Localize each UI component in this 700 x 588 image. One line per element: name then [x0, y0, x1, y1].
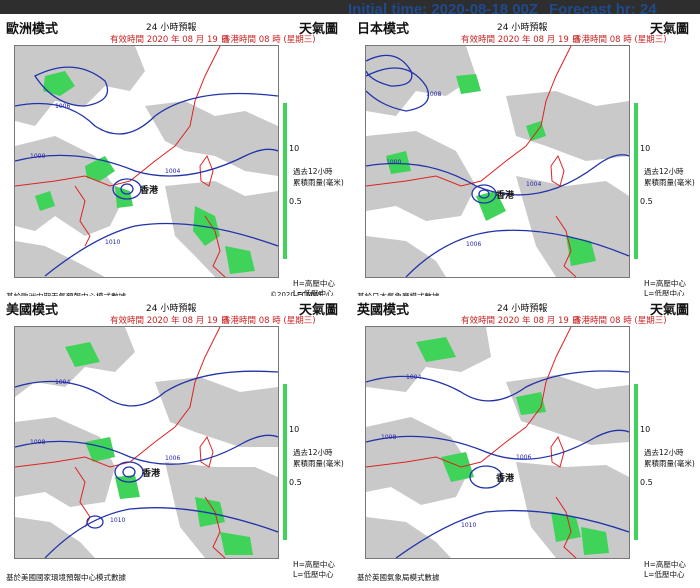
- svg-text:1010: 1010: [105, 239, 120, 246]
- source-note: 基於美國國家環境預報中心模式數據: [6, 573, 126, 582]
- valid-time: 有效時間 2020 年 08 月 19 日: [461, 316, 580, 326]
- low-legend: L=低壓中心: [644, 289, 685, 298]
- svg-text:1008: 1008: [30, 439, 45, 446]
- high-legend: H=高壓中心: [293, 560, 335, 569]
- chart-label: 天氣圖: [649, 22, 689, 37]
- model-title: 英國模式: [357, 303, 410, 318]
- forecast-label: 24 小時預報: [497, 23, 548, 33]
- chart-label: 天氣圖: [649, 303, 689, 318]
- svg-text:1008: 1008: [381, 434, 396, 441]
- valid-time: 有效時間 2020 年 08 月 19 日: [461, 35, 580, 45]
- top-dark-bar: [0, 0, 700, 14]
- rain-legend-2: 累積雨量(毫米): [293, 459, 344, 468]
- panel-ecmwf: 歐洲模式 24 小時預報 天氣圖 有效時間 2020 年 08 月 19 日 香…: [0, 15, 348, 307]
- weather-map: 香港 1000 1004 1006 1010: [14, 45, 279, 278]
- forecast-label: 24 小時預報: [497, 304, 548, 314]
- rain-legend-1: 過去12小時: [644, 167, 684, 176]
- svg-text:1004: 1004: [406, 374, 421, 381]
- svg-text:1004: 1004: [165, 168, 180, 175]
- panel-ukmo: 英國模式 24 小時預報 天氣圖 有效時間 2020 年 08 月 19 日 香…: [351, 296, 699, 588]
- hk-label: 香港: [495, 472, 515, 484]
- svg-text:1000: 1000: [30, 153, 45, 160]
- svg-text:1006: 1006: [516, 454, 531, 461]
- high-legend: H=高壓中心: [644, 279, 686, 288]
- valid-time: 有效時間 2020 年 08 月 19 日: [110, 316, 229, 326]
- svg-text:1010: 1010: [461, 522, 476, 529]
- rain-color-bar: [283, 103, 287, 259]
- initial-time-header: Initial time: 2020-08-18 00Z: [348, 1, 539, 18]
- rain-legend-2: 累積雨量(毫米): [644, 459, 695, 468]
- hk-time: 香港時間 08 時 (星期三): [573, 35, 667, 45]
- hk-label: 香港: [495, 189, 515, 201]
- rain-legend-2: 累積雨量(毫米): [644, 178, 695, 187]
- hk-label: 香港: [139, 184, 159, 196]
- model-title: 日本模式: [357, 22, 410, 37]
- rain-legend-2: 累積雨量(毫米): [293, 178, 344, 187]
- svg-text:1010: 1010: [110, 517, 125, 524]
- weather-map: 香港 1008 1006 1004 1010: [365, 326, 630, 559]
- rain-legend-1: 過去12小時: [293, 167, 333, 176]
- model-title: 美國模式: [6, 303, 59, 318]
- rain-color-bar: [634, 384, 638, 540]
- chart-label: 天氣圖: [298, 303, 338, 318]
- svg-text:1008: 1008: [426, 91, 441, 98]
- hk-time: 香港時間 08 時 (星期三): [222, 35, 316, 45]
- low-legend: L=低壓中心: [293, 570, 334, 579]
- model-title: 歐洲模式: [6, 22, 59, 37]
- svg-text:1006: 1006: [165, 455, 180, 462]
- source-note: 基於英國氣象局模式數據: [357, 573, 440, 582]
- rain-legend-1: 過去12小時: [293, 448, 333, 457]
- hk-label: 香港: [141, 467, 161, 479]
- high-legend: H=高壓中心: [644, 560, 686, 569]
- hk-time: 香港時間 08 時 (星期三): [573, 316, 667, 326]
- forecast-hour-header: Forecast hr: 24: [549, 1, 657, 18]
- weather-map: 香港 1008 1006 1004 1010: [14, 326, 279, 559]
- high-legend: H=高壓中心: [293, 279, 335, 288]
- low-legend: L=低壓中心: [644, 570, 685, 579]
- svg-text:1006: 1006: [55, 103, 70, 110]
- svg-text:1006: 1006: [466, 241, 481, 248]
- rain-legend-1: 過去12小時: [644, 448, 684, 457]
- svg-text:1000: 1000: [386, 159, 401, 166]
- weather-map: 香港 1000 1004 1008 1006: [365, 45, 630, 278]
- copyright-note: ©2020 ECMWF: [270, 291, 324, 299]
- svg-text:1004: 1004: [526, 181, 541, 188]
- svg-text:1004: 1004: [55, 379, 70, 386]
- hk-time: 香港時間 08 時 (星期三): [222, 316, 316, 326]
- low-legend: L=低壓中心: [293, 289, 334, 298]
- panel-ncep: 美國模式 24 小時預報 天氣圖 有效時間 2020 年 08 月 19 日 香…: [0, 296, 348, 588]
- valid-time: 有效時間 2020 年 08 月 19 日: [110, 35, 229, 45]
- panel-jma: 日本模式 24 小時預報 天氣圖 有效時間 2020 年 08 月 19 日 香…: [351, 15, 699, 307]
- forecast-label: 24 小時預報: [146, 304, 197, 314]
- forecast-label: 24 小時預報: [146, 23, 197, 33]
- rain-color-bar: [283, 384, 287, 540]
- chart-label: 天氣圖: [298, 22, 338, 37]
- rain-color-bar: [634, 103, 638, 259]
